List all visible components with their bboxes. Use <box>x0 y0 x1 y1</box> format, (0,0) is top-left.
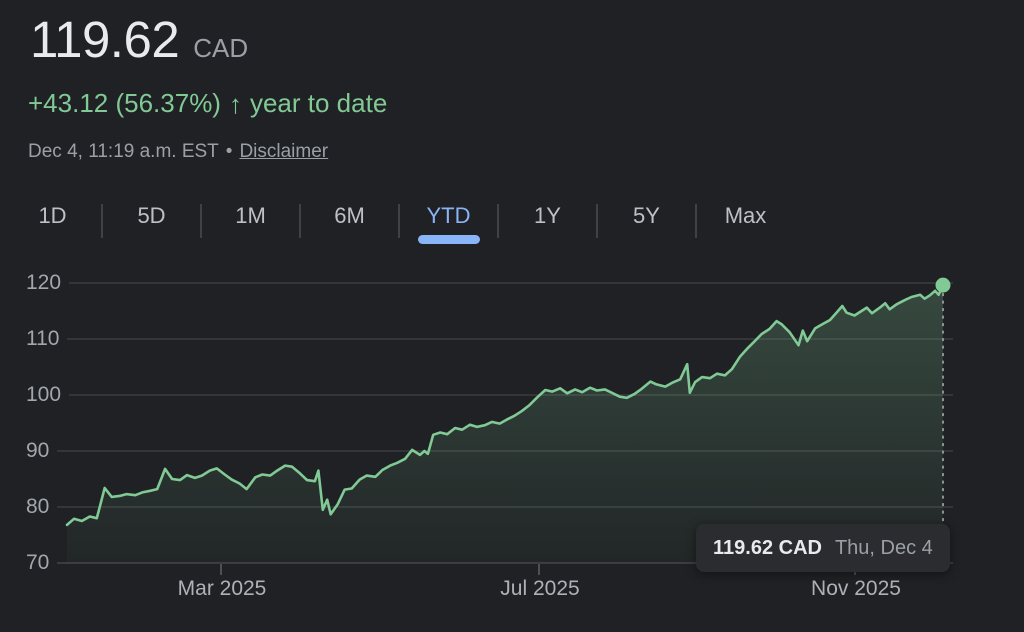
y-axis-label: 90 <box>26 439 50 462</box>
current-price: 119.62 <box>30 11 180 68</box>
range-tab-bar: 1D 5D 1M 6M YTD 1Y 5Y Max <box>4 197 794 244</box>
y-axis-label: 70 <box>26 551 50 574</box>
tab-6m[interactable]: 6M <box>334 203 365 228</box>
last-price-dot <box>935 277 951 293</box>
quote-timestamp: Dec 4, 11:19 a.m. EST <box>28 141 219 162</box>
tab-divider <box>101 203 103 238</box>
change-period-label: year to date <box>249 88 388 118</box>
x-axis-label-jul: Jul 2025 <box>500 577 580 600</box>
tab-divider <box>596 203 598 238</box>
tab-ytd[interactable]: YTD <box>400 197 497 244</box>
price-header: 119.62 CAD <box>30 10 248 69</box>
arrow-up-icon: ↑ <box>228 88 242 119</box>
disclaimer-link[interactable]: Disclaimer <box>239 141 329 162</box>
tooltip-price: 119.62 CAD <box>713 536 822 559</box>
x-tick-mar <box>220 564 222 575</box>
y-axis-label: 120 <box>26 271 62 294</box>
price-change: +43.12 (56.37%) ↑ year to date <box>28 88 387 119</box>
tab-divider <box>398 203 400 238</box>
price-line <box>65 283 945 527</box>
gridline-110: 110 <box>26 327 953 350</box>
tab-divider <box>695 203 697 238</box>
quote-meta: Dec 4, 11:19 a.m. EST • Disclaimer <box>28 141 328 163</box>
price-tooltip: 119.62 CAD Thu, Dec 4 <box>696 524 950 572</box>
y-axis-label: 110 <box>26 327 60 350</box>
tab-max[interactable]: Max <box>724 203 767 228</box>
x-tick-jul <box>538 564 540 575</box>
tab-divider <box>200 203 202 238</box>
gridline-120: 120 <box>26 271 953 294</box>
x-axis-label-mar: Mar 2025 <box>177 577 267 600</box>
active-tab-indicator <box>417 235 480 244</box>
y-axis-label: 100 <box>26 383 62 406</box>
tab-5d[interactable]: 5D <box>137 203 166 228</box>
change-amount: +43.12 (56.37%) <box>28 88 221 118</box>
bullet-separator: • <box>225 141 233 162</box>
gridline-100: 100 <box>26 383 953 406</box>
tab-1d[interactable]: 1D <box>38 203 67 228</box>
tab-divider <box>497 203 499 238</box>
tab-divider <box>299 203 301 238</box>
tab-1m[interactable]: 1M <box>235 203 266 228</box>
area-fill <box>67 285 943 563</box>
tab-1y[interactable]: 1Y <box>534 203 561 228</box>
currency-code: CAD <box>193 33 249 63</box>
y-axis-label: 80 <box>26 495 50 518</box>
tab-5y[interactable]: 5Y <box>633 203 660 228</box>
x-axis-label-nov: Nov 2025 <box>811 577 901 600</box>
tooltip-date: Thu, Dec 4 <box>834 536 933 559</box>
